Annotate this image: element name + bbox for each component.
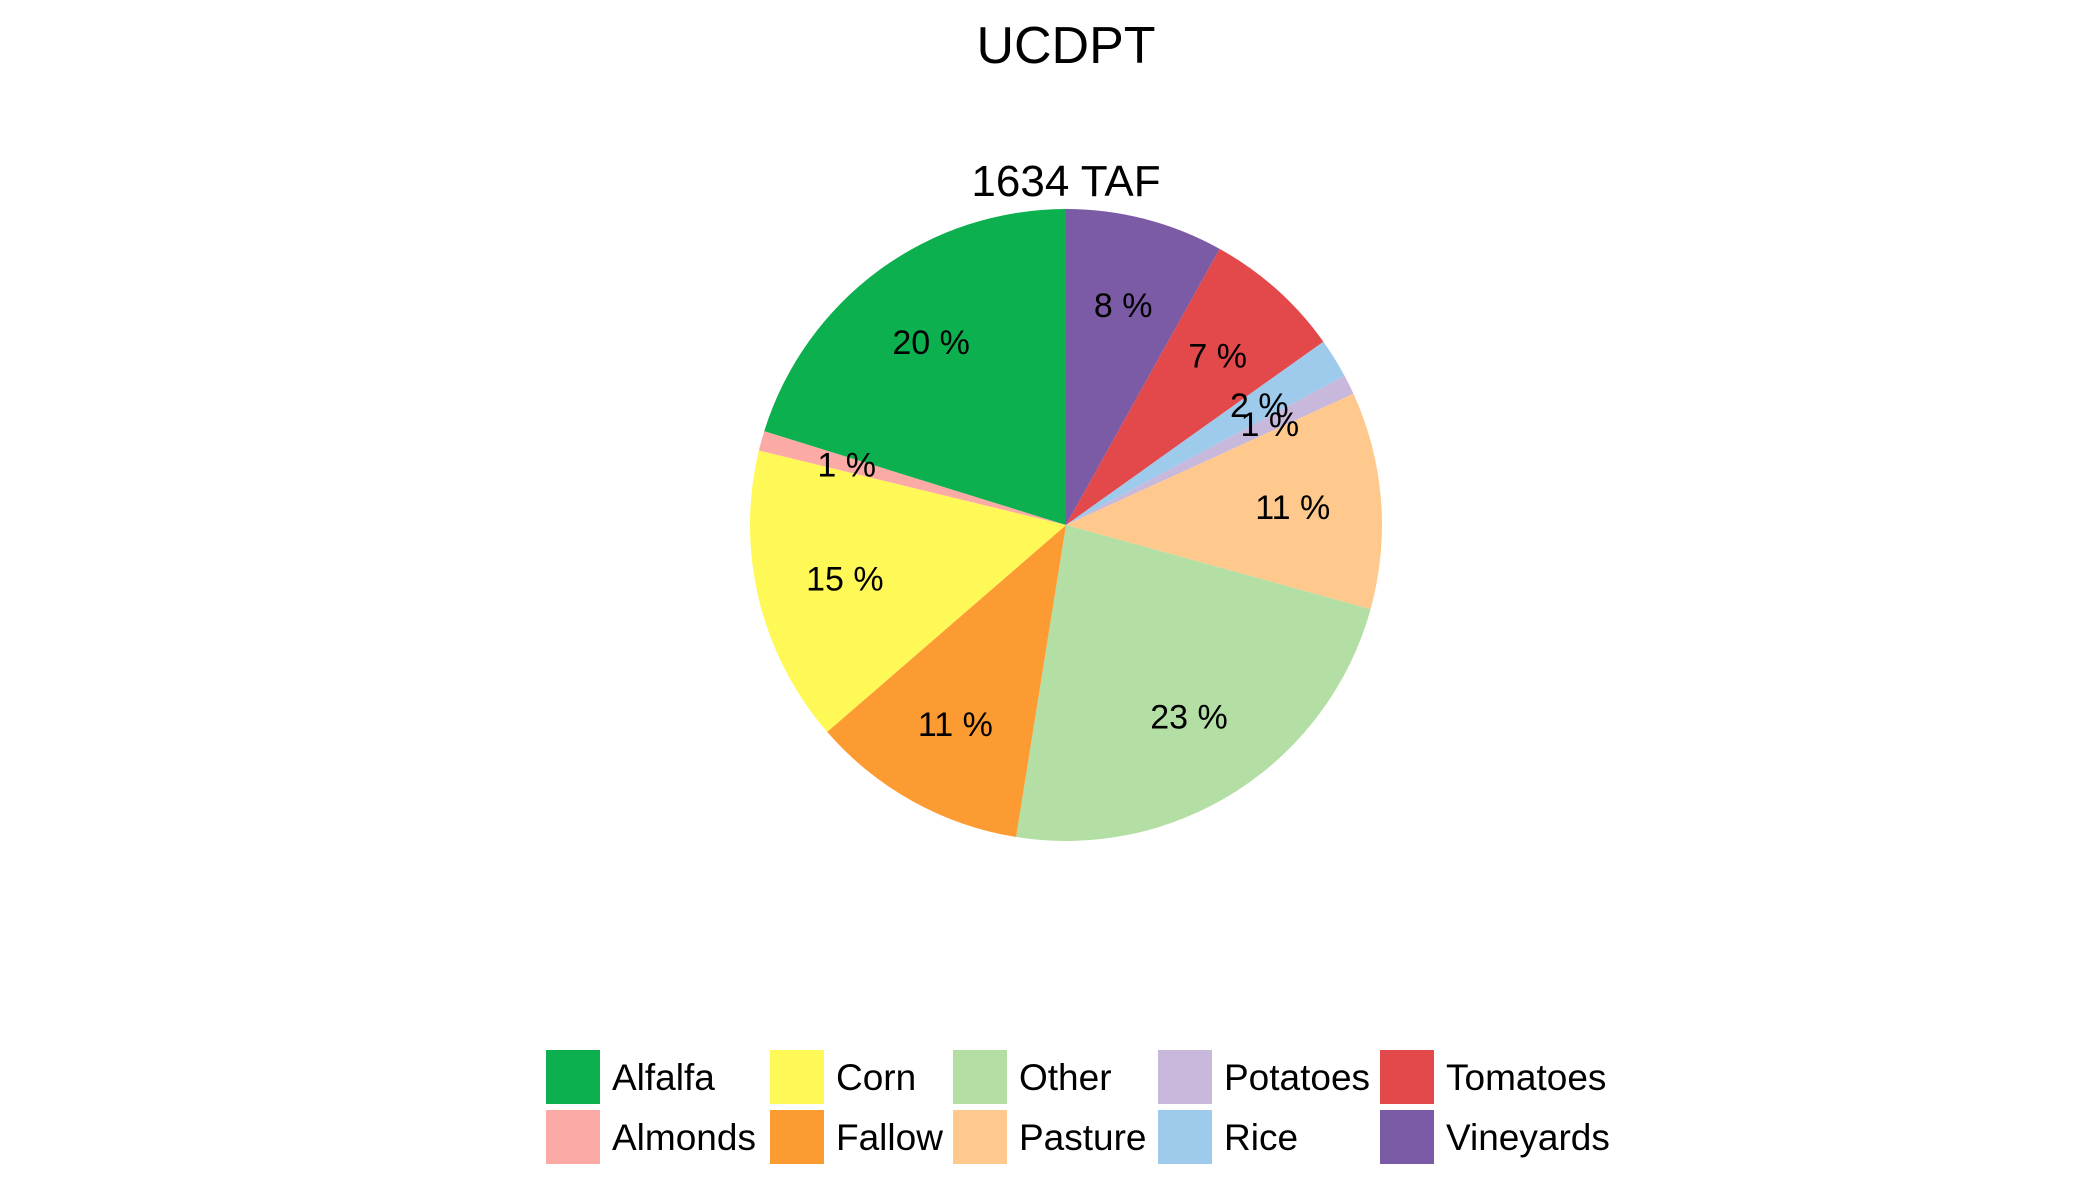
pie-slice-rice <box>1066 341 1345 525</box>
legend-swatch-potatoes <box>1158 1050 1212 1104</box>
legend-label-other: Other <box>1019 1057 1112 1098</box>
legend-swatch-rice <box>1158 1110 1212 1164</box>
slice-label-corn: 15 % <box>806 561 884 599</box>
legend-label-fallow: Fallow <box>836 1117 943 1158</box>
slice-label-alfalfa: 20 % <box>892 324 970 362</box>
legend-swatch-other <box>953 1050 1007 1104</box>
pie-labels: 8 %7 %2 %1 %11 %23 %11 %15 %1 %20 % <box>806 287 1330 744</box>
legend-label-alfalfa: Alfalfa <box>612 1057 715 1098</box>
legend-label-potatoes: Potatoes <box>1224 1057 1370 1098</box>
slice-label-almonds: 1 % <box>817 446 876 484</box>
pie-slice-alfalfa <box>764 209 1066 525</box>
legend-label-vineyards: Vineyards <box>1446 1117 1610 1158</box>
legend-label-rice: Rice <box>1224 1117 1298 1158</box>
legend-label-almonds: Almonds <box>612 1117 756 1158</box>
slice-label-rice: 2 % <box>1230 387 1289 425</box>
slice-label-vineyards: 8 % <box>1094 287 1153 325</box>
legend-swatch-fallow <box>770 1110 824 1164</box>
chart-title: UCDPT <box>976 17 1155 75</box>
legend-label-pasture: Pasture <box>1019 1117 1147 1158</box>
legend-label-corn: Corn <box>836 1057 916 1098</box>
slice-label-other: 23 % <box>1150 698 1228 736</box>
pie-slices <box>749 209 1382 841</box>
pie-slice-potatoes <box>1066 375 1354 525</box>
legend-swatch-vineyards <box>1380 1110 1434 1164</box>
legend-label-tomatoes: Tomatoes <box>1446 1057 1606 1098</box>
legend-swatch-pasture <box>953 1110 1007 1164</box>
chart-subtitle: 1634 TAF <box>971 157 1160 206</box>
legend: Alfalfa Almonds Corn Fallow Other Pasture Pota… <box>546 1050 1610 1164</box>
pie-slice-other <box>1016 525 1371 841</box>
legend-swatch-alfalfa <box>546 1050 600 1104</box>
pie-slice-almonds <box>758 431 1066 525</box>
slice-label-potatoes: 1 % <box>1241 406 1300 444</box>
pie-slice-fallow <box>827 525 1066 838</box>
pie-slice-vineyards <box>1066 209 1220 525</box>
legend-swatch-almonds <box>546 1110 600 1164</box>
slice-label-tomatoes: 7 % <box>1188 337 1247 375</box>
slice-label-fallow: 11 % <box>918 706 993 744</box>
legend-swatch-corn <box>770 1050 824 1104</box>
slice-label-pasture: 11 % <box>1255 489 1330 527</box>
pie-slice-corn <box>749 450 1066 732</box>
pie-slice-tomatoes <box>1066 248 1324 526</box>
pie-slice-pasture <box>1066 393 1382 610</box>
legend-swatch-tomatoes <box>1380 1050 1434 1104</box>
